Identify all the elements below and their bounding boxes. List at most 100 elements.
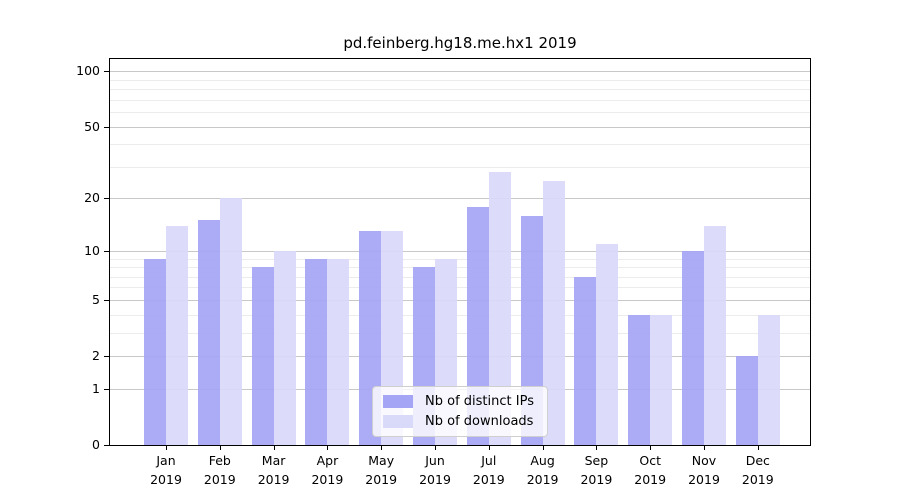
- bar-downloads: [596, 243, 619, 445]
- x-tick-mark: [381, 445, 383, 450]
- x-tick-mark: [704, 445, 705, 450]
- gridline-major: [110, 250, 810, 252]
- y-tick-label: 50: [84, 118, 100, 134]
- x-tick-mark: [650, 445, 652, 450]
- x-tick-mark: [273, 445, 275, 450]
- gridline-minor: [110, 314, 810, 316]
- bar-downloads: [704, 225, 726, 445]
- bar-downloads: [273, 250, 296, 445]
- gridline-minor: [110, 287, 810, 289]
- y-tick-mark: [104, 198, 110, 200]
- x-tick-mark: [757, 445, 759, 450]
- x-tick-year: 2019: [688, 472, 720, 487]
- bar-distinct-ips: [682, 250, 704, 445]
- x-tick-month: Feb: [208, 453, 231, 468]
- bar-downloads: [542, 181, 565, 445]
- x-tick-month: Aug: [530, 453, 555, 468]
- x-tick-label: Dec 2019: [718, 451, 798, 489]
- bar-distinct-ips: [251, 267, 274, 445]
- gridline-major: [110, 71, 810, 73]
- legend-item-distinct-ips: Nb of distinct IPs: [383, 394, 534, 409]
- x-tick-label: Aug 2019: [503, 451, 583, 489]
- y-tick-mark: [104, 71, 110, 73]
- x-tick-mark: [166, 445, 167, 450]
- bar-downloads: [488, 172, 511, 445]
- bar-distinct-ips: [466, 206, 489, 445]
- y-tick-label: 1: [92, 380, 100, 396]
- y-tick-label: 20: [84, 190, 100, 206]
- x-tick-year: 2019: [634, 472, 667, 487]
- x-tick-label: Sep 2019: [556, 451, 636, 489]
- y-tick-mark: [104, 299, 110, 301]
- x-tick-year: 2019: [257, 472, 290, 487]
- x-tick-month: Oct: [639, 453, 661, 468]
- gridline-minor: [110, 99, 810, 101]
- x-tick-year: 2019: [580, 472, 613, 487]
- x-tick-mark: [435, 445, 436, 450]
- x-tick-month: Jan: [156, 453, 176, 468]
- x-tick-label: Jul 2019: [449, 451, 529, 489]
- bar-distinct-ips: [144, 258, 166, 445]
- x-tick-month: Apr: [316, 453, 339, 468]
- legend: Nb of distinct IPs Nb of downloads: [372, 386, 548, 437]
- x-tick-month: Dec: [745, 453, 770, 468]
- gridline-minor: [110, 144, 810, 146]
- legend-label-distinct-ips: Nb of distinct IPs: [425, 394, 534, 409]
- legend-item-downloads: Nb of downloads: [383, 414, 534, 429]
- x-tick-label: Jan 2019: [126, 451, 206, 489]
- x-tick-year: 2019: [741, 472, 774, 487]
- x-tick-label: Mar 2019: [234, 451, 314, 489]
- gridline-minor: [110, 79, 810, 81]
- y-tick-label: 10: [84, 242, 100, 258]
- bar-distinct-ips: [197, 220, 220, 445]
- gridline-minor: [110, 112, 810, 114]
- x-tick-label: Feb 2019: [180, 451, 260, 489]
- x-tick-month: Mar: [261, 453, 286, 468]
- x-tick-label: Nov 2019: [664, 451, 744, 489]
- legend-swatch-downloads: [383, 415, 414, 428]
- x-tick-label: Oct 2019: [610, 451, 690, 489]
- x-tick-year: 2019: [203, 472, 236, 487]
- gridline-minor: [110, 332, 810, 334]
- x-tick-month: Jun: [425, 453, 445, 468]
- x-tick-year: 2019: [150, 472, 182, 487]
- gridline-major: [110, 126, 810, 128]
- x-tick-year: 2019: [311, 472, 344, 487]
- plot-area: Nb of distinct IPs Nb of downloads: [109, 58, 811, 446]
- y-tick-mark: [104, 388, 110, 390]
- x-tick-year: 2019: [365, 472, 398, 487]
- y-tick-label: 100: [76, 63, 100, 79]
- x-tick-month: Jul: [481, 453, 497, 468]
- bar-distinct-ips: [305, 258, 328, 445]
- legend-label-downloads: Nb of downloads: [425, 414, 534, 429]
- x-tick-year: 2019: [419, 472, 451, 487]
- x-tick-label: Apr 2019: [287, 451, 367, 489]
- y-tick-label: 0: [92, 437, 100, 452]
- x-tick-label: Jun 2019: [395, 451, 475, 489]
- bar-downloads: [757, 314, 780, 445]
- y-tick-mark: [104, 356, 110, 358]
- bar-downloads: [327, 258, 350, 445]
- gridline-major: [110, 198, 810, 200]
- x-tick-year: 2019: [526, 472, 559, 487]
- x-tick-month: Sep: [584, 453, 609, 468]
- x-tick-mark: [327, 445, 329, 450]
- y-tick-label: 5: [92, 291, 100, 307]
- gridline-minor: [110, 267, 810, 269]
- bar-downloads: [166, 225, 188, 445]
- x-tick-label: May 2019: [341, 451, 421, 489]
- x-tick-mark: [596, 445, 598, 450]
- gridline-minor: [110, 276, 810, 278]
- bar-distinct-ips: [735, 356, 758, 445]
- bar-distinct-ips: [574, 276, 597, 445]
- x-tick-month: May: [368, 453, 395, 468]
- legend-swatch-distinct-ips: [383, 395, 414, 408]
- gridline-major: [110, 299, 810, 301]
- bar-downloads: [650, 314, 673, 445]
- gridline-minor: [110, 89, 810, 91]
- gridline-minor: [110, 166, 810, 168]
- gridline-minor: [110, 258, 810, 260]
- y-tick-label: 2: [92, 348, 100, 364]
- bar-distinct-ips: [628, 314, 651, 445]
